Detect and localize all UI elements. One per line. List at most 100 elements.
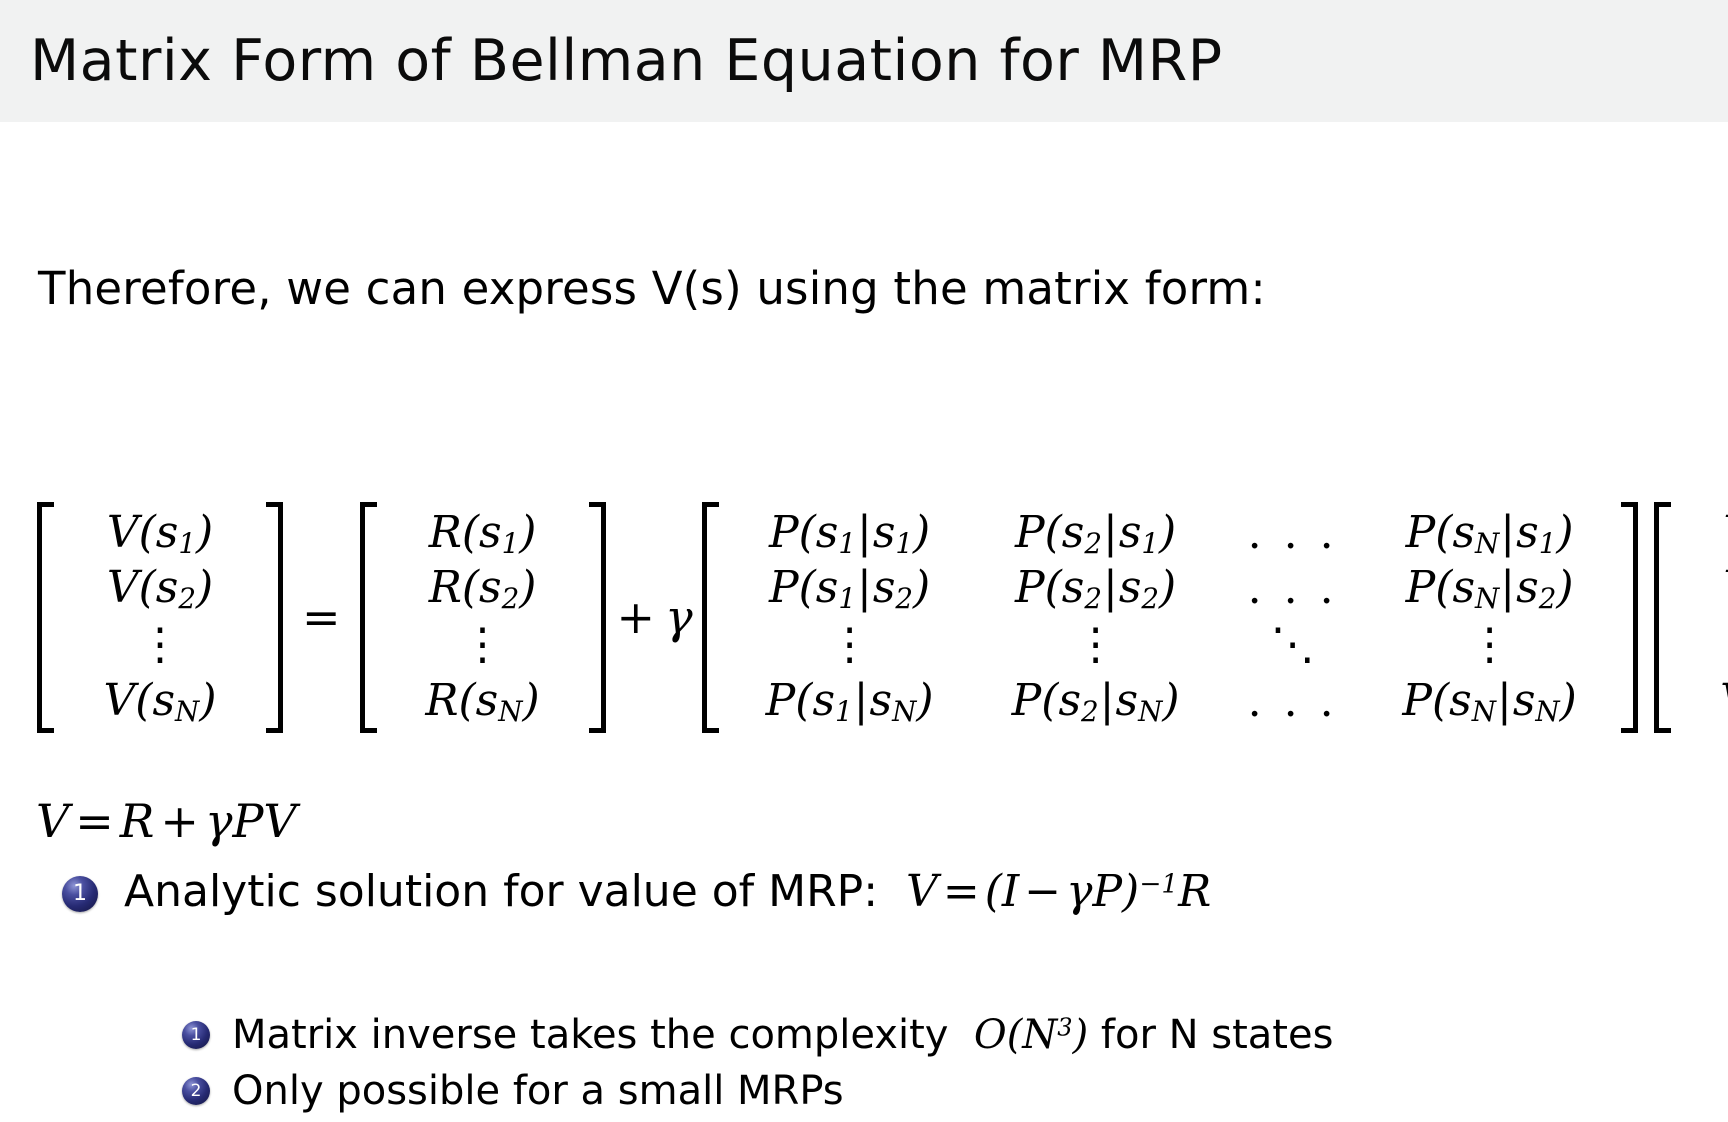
bullet-number-icon: 2	[182, 1077, 210, 1105]
compact-r: R	[119, 794, 155, 848]
compact-plus: +	[160, 794, 199, 848]
transition-probability-matrix: P(s1|s1) P(s2|s1) . . . P(sN|s1) P(s1|s2…	[699, 502, 1641, 733]
matrix-equation: V(s1) V(s2) ⋮ V(sN) = R(s1)	[34, 502, 1728, 733]
math-exponent-three: 3	[1057, 1013, 1073, 1042]
math-o: O	[973, 1012, 1007, 1058]
gamma-symbol: γ	[665, 590, 693, 645]
math-close-paren: )	[1072, 1012, 1089, 1058]
cell-v2-s1: V(s1)	[1679, 506, 1728, 561]
table-row: P(s1|s2) P(s2|s2) . . . P(sN|s2)	[727, 561, 1613, 616]
compact-gamma: γ	[204, 794, 233, 848]
cell-v2-sN: V(sN)	[1679, 674, 1728, 729]
value-vector-left-cells: V(s1) V(s2) ⋮ V(sN)	[56, 502, 264, 733]
matrix-row: R(s2)	[385, 561, 581, 616]
compact-p: P	[232, 794, 264, 848]
cell-p-s2-s2: P(s2|s2)	[1014, 561, 1177, 615]
intro-sentence: Therefore, we can express V(s) using the…	[38, 262, 1266, 315]
cell-p-s1-sN: P(s1|sN)	[765, 675, 934, 729]
cell-vdots: ⋮	[827, 618, 872, 670]
transition-matrix-cells: P(s1|s1) P(s2|s1) . . . P(sN|s1) P(s1|s2…	[721, 502, 1619, 733]
cell-v-s2: V(s2)	[106, 561, 214, 615]
cell-r-s1: R(s1)	[428, 507, 537, 561]
cell-r-s2: R(s2)	[428, 561, 537, 615]
cell-p-s1-s2: P(s1|s2)	[768, 561, 931, 615]
compact-equals: =	[75, 794, 114, 848]
slide-body: Therefore, we can express V(s) using the…	[0, 122, 1728, 1114]
value-vector-left: V(s1) V(s2) ⋮ V(sN)	[34, 502, 286, 733]
enumerate-level-2: 1 Matrix inverse takes the complexity O(…	[182, 1010, 1682, 1122]
math-exponent-one: 1	[1161, 868, 1179, 900]
math-equals: =	[942, 866, 980, 917]
list-item-label: Matrix inverse takes the complexity O(N3…	[232, 1010, 1333, 1060]
list-item-text-after: for N states	[1100, 1012, 1334, 1058]
cell-p-s1-s1: P(s1|s1)	[768, 507, 931, 561]
math-open-paren: (	[1006, 1012, 1023, 1058]
list-item-label: Only possible for a small MRPs	[232, 1066, 844, 1116]
cell-vdots: ⋮	[460, 618, 505, 670]
matrix-row: V(s2)	[1679, 561, 1728, 616]
math-open-paren: (	[984, 866, 1002, 917]
cell-p-s2-s1: P(s2|s1)	[1014, 507, 1177, 561]
matrix-row: R(s1)	[385, 506, 581, 561]
reward-vector: R(s1) R(s2) ⋮ R(sN)	[357, 502, 609, 733]
bracket-p-open-icon	[699, 502, 721, 733]
matrix-row: V(s2)	[62, 561, 258, 616]
cell-vdots: ⋮	[1467, 618, 1512, 670]
cell-v-s1: V(s1)	[106, 507, 214, 561]
matrix-row: V(s1)	[62, 506, 258, 561]
cell-p-sN-s2: P(sN|s2)	[1405, 561, 1574, 615]
matrix-row: R(sN)	[385, 674, 581, 729]
complexity-math: O(N3)	[961, 1012, 1088, 1058]
list-item-text: Matrix inverse takes the complexity	[232, 1012, 949, 1058]
list-item: 2 Only possible for a small MRPs	[182, 1066, 1682, 1116]
bullet-number-icon: 1	[62, 876, 98, 912]
bracket-p-close-icon	[1619, 502, 1641, 733]
table-row: P(s1|s1) P(s2|s1) . . . P(sN|s1)	[727, 506, 1613, 561]
math-v: V	[906, 866, 938, 917]
analytic-solution-math: V = (I − γP)−1R	[892, 866, 1211, 917]
equals-sign: =	[302, 590, 341, 645]
list-item-text: Analytic solution for value of MRP:	[124, 866, 879, 917]
matrix-row: ⋮	[1679, 616, 1728, 674]
matrix-row: V(s1)	[1679, 506, 1728, 561]
cell-p-sN-s1: P(sN|s1)	[1405, 507, 1574, 561]
math-i: I	[1001, 866, 1020, 917]
matrix-row: V(sN)	[62, 674, 258, 729]
math-r: R	[1178, 866, 1212, 917]
cell-ddots: ⋱	[1270, 619, 1315, 671]
cell-hdots: . . .	[1247, 675, 1338, 727]
table-row: P(s1|sN) P(s2|sN) . . . P(sN|sN)	[727, 674, 1613, 729]
bracket-r-open-icon	[357, 502, 379, 733]
cell-p-s2-sN: P(s2|sN)	[1011, 675, 1180, 729]
cell-v2-s2: V(s2)	[1679, 561, 1728, 616]
plus-sign: +	[616, 590, 656, 645]
bracket-left-open-icon	[34, 502, 56, 733]
value-vector-right-cells: V(s1) V(s2) ⋮ V(sN)	[1673, 502, 1728, 733]
list-item: 1 Matrix inverse takes the complexity O(…	[182, 1010, 1682, 1060]
compact-v: V	[36, 794, 70, 848]
cell-hdots: . . .	[1247, 562, 1338, 614]
math-close-paren: )	[1122, 866, 1140, 917]
page-title: Matrix Form of Bellman Equation for MRP	[30, 27, 1223, 94]
cell-vdots: ⋮	[1679, 616, 1728, 674]
cell-p-sN-sN: P(sN|sN)	[1402, 675, 1577, 729]
value-vector-right: V(s1) V(s2) ⋮ V(sN)	[1651, 502, 1728, 733]
math-exponent: −1	[1139, 868, 1178, 899]
bracket-r-close-icon	[587, 502, 609, 733]
cell-vdots: ⋮	[138, 618, 182, 670]
reward-vector-cells: R(s1) R(s2) ⋮ R(sN)	[379, 502, 587, 733]
math-exponent-minus: −	[1139, 868, 1162, 900]
list-item-label: Analytic solution for value of MRP: V = (I…	[124, 864, 1211, 919]
math-n: N	[1022, 1012, 1058, 1058]
compact-v2: V	[263, 794, 297, 848]
list-item: 1 Analytic solution for value of MRP: V =…	[62, 864, 1662, 919]
matrix-row: ⋮	[62, 616, 258, 674]
compact-bellman-equation: V = R + γPV	[36, 794, 297, 848]
list-item-text: Only possible for a small MRPs	[232, 1068, 844, 1114]
bracket-left-close-icon	[264, 502, 286, 733]
matrix-row: V(sN)	[1679, 674, 1728, 729]
cell-vdots: ⋮	[1073, 618, 1118, 670]
slide-header: Matrix Form of Bellman Equation for MRP	[0, 0, 1728, 122]
enumerate-level-1: 1 Analytic solution for value of MRP: V =…	[62, 864, 1662, 929]
cell-hdots: . . .	[1247, 507, 1338, 559]
